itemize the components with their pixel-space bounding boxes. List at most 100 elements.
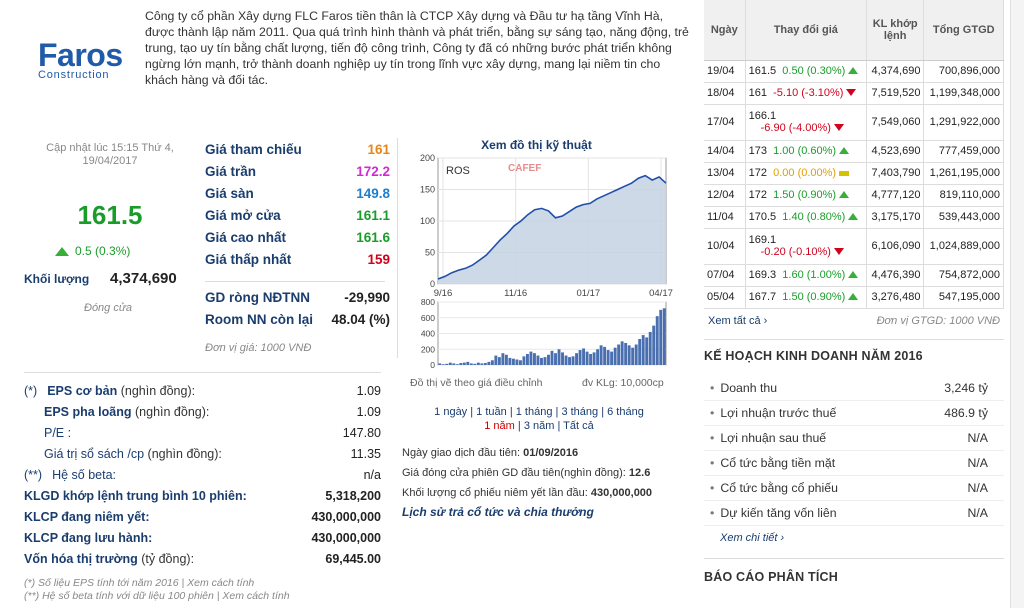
volume-bar xyxy=(511,358,515,365)
business-plan-title: KẾ HOẠCH KINH DOANH NĂM 2016 xyxy=(704,348,923,363)
down-arrow-icon xyxy=(846,89,857,96)
volume-bar xyxy=(606,350,610,365)
plan-value: 3,246 tỷ xyxy=(944,380,988,395)
separator: | xyxy=(467,406,477,418)
up-arrow-icon xyxy=(848,67,859,74)
right-panel: Ngày Thay đổi giá KL khớp lệnh Tổng GTGD… xyxy=(704,0,1004,584)
volume-bar xyxy=(659,309,663,365)
period-option[interactable]: 6 tháng xyxy=(607,406,644,418)
financial-note: (nghìn đồng): xyxy=(147,446,222,461)
history-row: 11/04 170.5 1.40 (0.80%) 3,175,170 539,443,… xyxy=(704,206,1004,229)
price-history-table: Ngày Thay đổi giá KL khớp lệnh Tổng GTGD… xyxy=(704,0,1004,309)
financial-label: Hệ số beta: xyxy=(52,467,116,482)
listing-label: Khối lượng cổ phiếu niêm yết lần đầu: xyxy=(402,487,588,499)
history-date: 10/04 xyxy=(704,228,746,265)
chart-title[interactable]: Xem đồ thị kỹ thuật xyxy=(481,138,592,152)
price-value: 161 xyxy=(367,141,390,157)
plan-label: Dự kiến tăng vốn liên xyxy=(710,506,836,520)
period-option[interactable]: 1 ngày xyxy=(434,406,468,418)
volume-bar xyxy=(599,345,603,365)
period-option[interactable]: 3 tháng xyxy=(561,406,599,418)
listing-value: 12.6 xyxy=(628,467,651,479)
logo-subtitle: Construction xyxy=(38,69,110,81)
history-price: 170.5 xyxy=(748,211,777,223)
volume-bar xyxy=(578,350,582,365)
logo-name: Faros xyxy=(38,37,123,73)
volume-bar xyxy=(452,363,456,365)
financial-value: 1.09 xyxy=(356,383,381,398)
plan-detail-link[interactable]: Xem chi tiết › xyxy=(720,531,785,544)
volume-y-tick: 600 xyxy=(421,313,435,323)
down-arrow-icon xyxy=(833,124,844,131)
volume-bar xyxy=(648,331,652,365)
financial-value: 69,445.00 xyxy=(325,551,381,566)
financial-value: n/a xyxy=(363,467,381,482)
volume-bar xyxy=(483,363,487,365)
history-date: 13/04 xyxy=(704,162,746,185)
period-option[interactable]: 1 tuần xyxy=(476,406,507,418)
current-price: 161.5 xyxy=(77,200,143,230)
price-change-value: 0.5 (0.3%) xyxy=(75,244,131,258)
volume-bar xyxy=(564,355,568,365)
separator: | xyxy=(598,406,608,418)
foreign-row: GD ròng NĐTNN -29,990 xyxy=(205,286,390,308)
period-option[interactable]: 3 năm xyxy=(523,420,555,432)
history-volume: 4,374,690 xyxy=(866,60,925,83)
listing-label: Giá đóng cửa phiên GD đầu tiên(nghìn đồn… xyxy=(402,467,626,479)
volume-bar xyxy=(575,353,579,365)
history-change: -0.20 (-0.10%) xyxy=(760,246,831,258)
volume-y-tick: 800 xyxy=(421,297,435,307)
volume-bar xyxy=(494,355,498,365)
period-option[interactable]: Tất cả xyxy=(563,420,594,432)
price-list: Giá tham chiếu 161 Giá trần 172.2 Giá sàn 149… xyxy=(205,138,390,270)
price-x-tick: 01/17 xyxy=(576,288,600,299)
history-date: 12/04 xyxy=(704,184,746,207)
volume-bar xyxy=(445,363,449,365)
vertical-scrollbar[interactable] xyxy=(1010,0,1024,608)
history-price: 173 xyxy=(748,145,767,157)
see-all-label: Xem tất cả xyxy=(708,314,761,327)
plan-row: Doanh thu 3,246 tỷ xyxy=(704,376,1004,401)
financial-label: Vốn hóa thị trường xyxy=(24,551,138,566)
up-arrow-icon xyxy=(848,271,859,278)
volume-bar xyxy=(655,316,659,365)
period-option[interactable]: 1 năm xyxy=(484,420,515,432)
volume-bar xyxy=(610,351,614,365)
history-row: 12/04 172 1.50 (0.90%) 4,777,120 819,110,00… xyxy=(704,184,1004,207)
divider xyxy=(704,338,1004,340)
footnote-marker: (*) xyxy=(24,383,38,398)
see-all-link[interactable]: Xem tất cả › xyxy=(708,314,768,327)
footnote-beta: (**) Hệ số beta tính với dữ liệu 100 phi… xyxy=(24,590,290,602)
financial-note: : xyxy=(67,425,72,440)
history-volume: 7,519,520 xyxy=(866,82,925,105)
volume-bar xyxy=(652,325,656,365)
history-change: -6.90 (-4.00%) xyxy=(760,122,831,134)
volume-bar xyxy=(487,361,491,365)
financial-label: EPS cơ bản xyxy=(47,383,118,398)
history-change: -5.10 (-3.10%) xyxy=(773,87,844,99)
chart-volume-unit: đv KLg: 10,000cp xyxy=(582,377,664,389)
volume-bar xyxy=(596,349,600,365)
volume-bar xyxy=(613,347,617,365)
analysis-report-title: BÁO CÁO PHÂN TÍCH xyxy=(704,569,838,584)
volume-bar xyxy=(634,344,638,365)
history-value: 777,459,000 xyxy=(923,140,1004,163)
plan-detail-label: Xem chi tiết xyxy=(720,531,778,544)
update-time-line2: 19/04/2017 xyxy=(82,155,138,167)
history-date: 07/04 xyxy=(704,264,746,287)
history-date: 14/04 xyxy=(704,140,746,163)
volume-bar xyxy=(561,352,564,365)
price-y-tick: 200 xyxy=(420,153,435,163)
price-chart[interactable]: 0 50 100 150 200 9/16 11/16 01/17 04/17 ROS CAFEF 0… xyxy=(404,150,674,380)
plan-value: N/A xyxy=(967,455,989,470)
plan-label: Cổ tức bằng cổ phiếu xyxy=(710,481,838,495)
price-x-tick: 04/17 xyxy=(649,288,673,299)
dividend-history-link[interactable]: Lịch sử trả cổ tức và chia thưởng xyxy=(402,505,594,519)
price-y-tick: 0 xyxy=(430,279,435,289)
history-change-cell: 161.5 0.50 (0.30%) xyxy=(745,60,867,83)
volume-bar xyxy=(571,356,575,365)
volume-bar xyxy=(543,357,547,365)
history-change-cell: 172 1.50 (0.90%) xyxy=(745,184,867,207)
period-option[interactable]: 1 tháng xyxy=(515,406,553,418)
history-change-cell: 169.3 1.60 (1.00%) xyxy=(745,264,867,287)
